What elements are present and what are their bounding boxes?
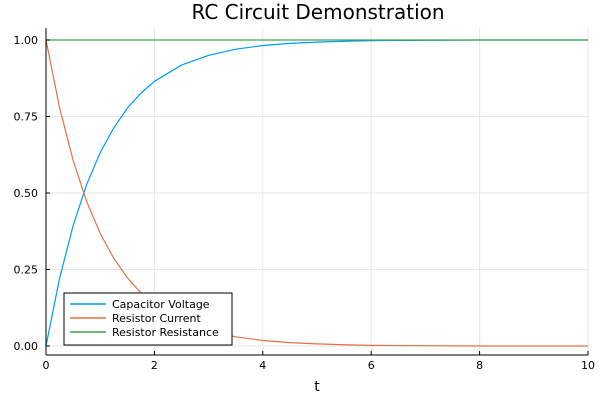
x-tick-label: 4 bbox=[259, 359, 266, 372]
legend-box bbox=[63, 292, 233, 346]
chart-title: RC Circuit Demonstration bbox=[191, 0, 444, 24]
legend-entry-label: Resistor Current bbox=[112, 312, 201, 325]
x-axis-label: t bbox=[314, 379, 320, 395]
x-tick-label: 0 bbox=[43, 359, 50, 372]
y-tick-label: 0.00 bbox=[14, 340, 39, 353]
x-tick-label: 6 bbox=[368, 359, 375, 372]
x-tick-label: 2 bbox=[151, 359, 158, 372]
y-tick-label: 0.25 bbox=[14, 264, 39, 277]
legend-entry-label: Capacitor Voltage bbox=[112, 298, 210, 311]
y-tick-label: 1.00 bbox=[14, 34, 39, 47]
axes bbox=[45, 28, 589, 356]
x-tick-label: 8 bbox=[476, 359, 483, 372]
y-tick-label: 0.50 bbox=[14, 187, 39, 200]
legend-entry-label: Resistor Resistance bbox=[112, 326, 219, 339]
x-tick-label: 10 bbox=[581, 359, 595, 372]
tick-labels: 0 2 4 6 8 10 0.00 0.25 0.50 0.75 1.00 bbox=[14, 34, 596, 372]
y-tick-label: 0.75 bbox=[14, 111, 39, 124]
